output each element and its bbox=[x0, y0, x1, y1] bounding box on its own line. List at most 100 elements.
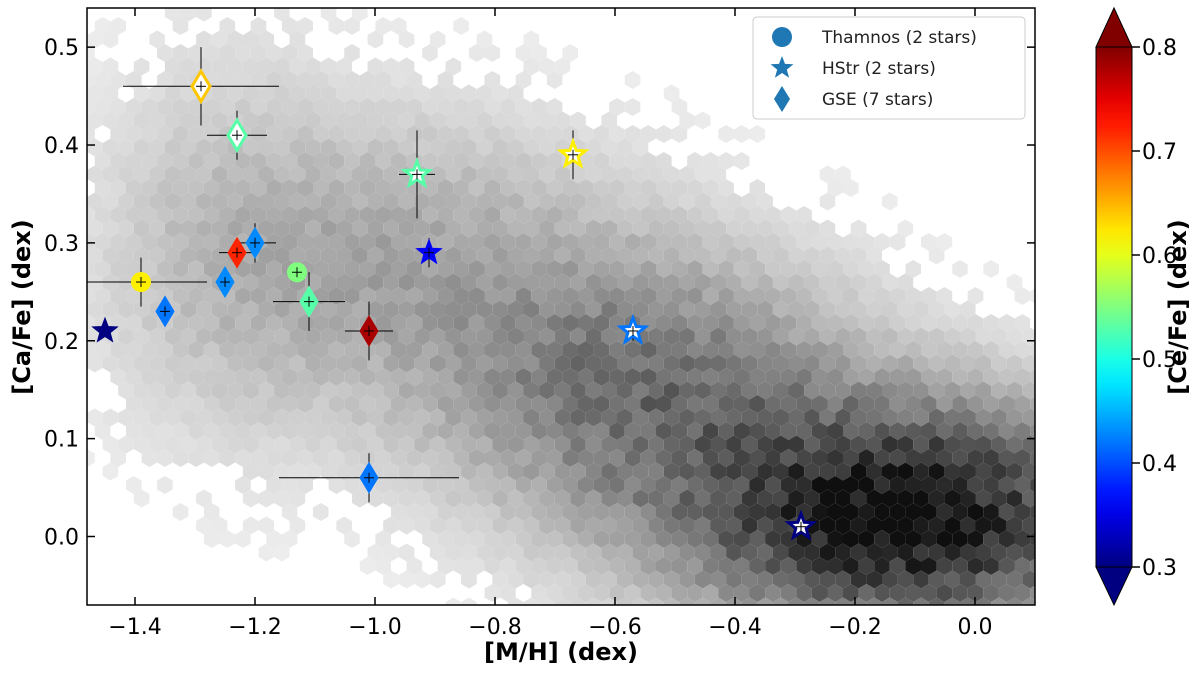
hexbin-cell bbox=[468, 206, 485, 224]
hexbin-cell bbox=[313, 503, 329, 521]
hexbin-cell bbox=[172, 98, 189, 116]
hexbin-cell bbox=[578, 449, 594, 467]
hexbin-cell bbox=[398, 273, 415, 292]
hexbin-cell bbox=[687, 503, 703, 521]
hexbin-cell bbox=[936, 368, 953, 386]
hexbin-cell bbox=[960, 516, 976, 535]
hexbin-cell bbox=[975, 354, 992, 373]
hexbin-cell bbox=[313, 422, 329, 440]
hexbin-cell bbox=[656, 368, 672, 386]
hexbin-cell bbox=[515, 422, 532, 440]
hexbin-cell bbox=[172, 449, 189, 467]
hexbin-cell bbox=[788, 273, 805, 292]
legend-item-star: HStr (2 stars) bbox=[770, 56, 936, 79]
hexbin-cell bbox=[398, 30, 415, 49]
hexbin-cell bbox=[874, 449, 890, 467]
hexbin-cell bbox=[741, 435, 758, 454]
hexbin-cell bbox=[936, 395, 953, 413]
hexbin-cell bbox=[897, 408, 914, 427]
hexbin-cell bbox=[500, 206, 516, 224]
hexbin-cell bbox=[562, 395, 578, 413]
hexbin-cell bbox=[827, 314, 843, 332]
hexbin-cell bbox=[539, 219, 555, 238]
hexbin-cell bbox=[336, 84, 352, 103]
hexbin-cell bbox=[617, 165, 633, 184]
hexbin-cell bbox=[453, 152, 469, 170]
hexbin-cell bbox=[367, 30, 384, 49]
hexbin-cell bbox=[562, 476, 578, 494]
hexbin-cell bbox=[164, 408, 181, 427]
hexbin-cell bbox=[258, 462, 275, 481]
hexbin-cell bbox=[188, 422, 204, 440]
hexbin-cell bbox=[320, 327, 337, 346]
hexbin-cell bbox=[523, 273, 540, 292]
hexbin-cell bbox=[601, 354, 617, 373]
hexbin-cell bbox=[671, 98, 688, 116]
hexbin-cell bbox=[429, 462, 446, 481]
hexbin-cell bbox=[515, 476, 532, 494]
hexbin-cell bbox=[749, 233, 766, 251]
hexbin-cell bbox=[578, 206, 594, 224]
hexbin-cell bbox=[562, 503, 578, 521]
hexbin-cell bbox=[523, 543, 540, 562]
hexbin-cell bbox=[562, 233, 578, 251]
hexbin-cell bbox=[827, 557, 843, 575]
hexbin-cell bbox=[913, 597, 929, 605]
hexbin-cell bbox=[398, 570, 415, 589]
hexbin-cell bbox=[94, 179, 111, 197]
hexbin-cell bbox=[858, 233, 875, 251]
hexbin-cell bbox=[936, 476, 953, 494]
hexbin-cell bbox=[188, 179, 204, 197]
hexbin-cell bbox=[1030, 423, 1035, 439]
hexbin-cell bbox=[546, 152, 563, 170]
hexbin-cell bbox=[242, 516, 259, 535]
hexbin-cell bbox=[328, 395, 345, 413]
hexbin-cell bbox=[453, 206, 469, 224]
hexbin-cell bbox=[913, 435, 929, 454]
hexbin-cell bbox=[305, 57, 321, 76]
hexbin-cell bbox=[804, 489, 820, 508]
hexbin-cell bbox=[429, 516, 446, 535]
hexbin-cell bbox=[843, 287, 859, 305]
hexbin-cell bbox=[523, 516, 540, 535]
hexbin-cell bbox=[258, 246, 275, 265]
hexbin-cell bbox=[258, 489, 275, 508]
hexbin-cell bbox=[422, 260, 438, 278]
hexbin-cell bbox=[609, 530, 625, 548]
hexbin-cell bbox=[928, 597, 945, 605]
hexbin-cell bbox=[398, 138, 415, 157]
hexbin-cell bbox=[562, 125, 578, 143]
hexbin-cell bbox=[733, 206, 750, 224]
hexbin-cell bbox=[710, 381, 727, 400]
hexbin-cell bbox=[305, 111, 321, 130]
hexbin-cell bbox=[733, 287, 750, 305]
hexbin-cell bbox=[211, 30, 228, 49]
hexbin-cell bbox=[749, 557, 766, 575]
hexbin-cell bbox=[928, 462, 945, 481]
hexbin-cell bbox=[149, 408, 165, 427]
hexbin-cell bbox=[375, 476, 391, 494]
hexbin-cell bbox=[679, 597, 695, 605]
hexbin-cell bbox=[827, 476, 843, 494]
hexbin-cell bbox=[422, 422, 438, 440]
hexbin-cell bbox=[523, 435, 540, 454]
hexbin-cell bbox=[617, 597, 633, 605]
hexbin-cell bbox=[546, 125, 563, 143]
data-point-circle bbox=[131, 272, 151, 293]
hexbin-cell bbox=[414, 462, 430, 481]
hexbin-cell bbox=[640, 449, 656, 467]
hexbin-cell bbox=[796, 476, 812, 494]
hexbin-cell bbox=[819, 327, 836, 346]
hexbin-cell bbox=[663, 543, 680, 562]
hexbin-cell bbox=[414, 489, 430, 508]
hexbin-cell bbox=[180, 327, 197, 346]
hexbin-cell bbox=[702, 314, 719, 332]
hexbin-cell bbox=[578, 395, 594, 413]
hexbin-cell bbox=[640, 557, 656, 575]
hexbin-cell bbox=[850, 354, 867, 373]
hexbin-cell bbox=[850, 273, 867, 292]
hexbin-cell bbox=[593, 503, 610, 521]
hexbin-cell bbox=[710, 192, 727, 211]
hexbin-cell bbox=[679, 435, 695, 454]
hexbin-cell bbox=[944, 300, 960, 319]
